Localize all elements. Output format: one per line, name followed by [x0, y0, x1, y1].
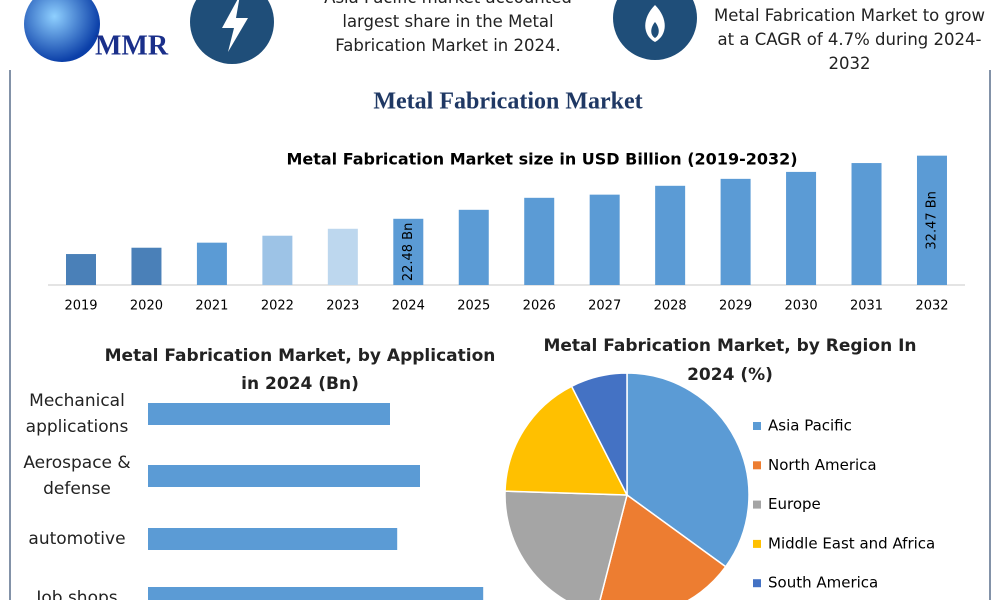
- logo-text: MMR: [95, 30, 169, 61]
- x-tick-label: 2031: [850, 299, 883, 314]
- bar: [720, 178, 751, 285]
- legend-label: Europe: [768, 495, 821, 513]
- bar: [655, 185, 686, 285]
- legend-swatch: [753, 539, 761, 548]
- bar: [327, 228, 358, 285]
- header-text: Asia Pacific market accounted largest sh…: [324, 0, 572, 55]
- x-tick-label: 2029: [719, 299, 752, 314]
- x-tick-label: 2025: [457, 299, 490, 314]
- x-tick-label: 2024: [392, 299, 425, 314]
- y-tick-label: Job shops: [36, 588, 118, 600]
- y-tick-label: Mechanical applications: [25, 391, 129, 437]
- bar: [524, 197, 555, 285]
- x-tick-label: 2021: [195, 299, 228, 314]
- value-label: 22.48 Bn: [401, 223, 416, 282]
- legend-label: Middle East and Africa: [768, 534, 935, 552]
- y-tick-label: automotive: [28, 529, 126, 549]
- bar: [393, 218, 424, 285]
- pie-slice: [599, 493, 727, 600]
- y-tick-label: Aerospace & defense: [23, 453, 131, 499]
- x-tick-label: 2020: [130, 299, 163, 314]
- x-tick-label: 2022: [261, 299, 294, 314]
- bar: [916, 155, 947, 285]
- x-tick-label: 2027: [588, 299, 621, 314]
- x-tick-label: 2023: [326, 299, 359, 314]
- x-tick-label: 2019: [64, 299, 97, 314]
- x-tick-label: 2026: [523, 299, 556, 314]
- bar: [148, 403, 390, 425]
- chart-title: Metal Fabrication Market size in USD Bil…: [286, 150, 797, 169]
- pie-slice: [504, 385, 629, 496]
- bar: [786, 171, 817, 285]
- legend-swatch: [753, 579, 761, 588]
- bar: [851, 163, 882, 285]
- bar: [262, 235, 293, 285]
- bar: [66, 254, 96, 285]
- legend-label: North America: [768, 456, 877, 474]
- pie-slice: [626, 372, 750, 568]
- legend-label: South America: [768, 574, 878, 592]
- bar: [148, 465, 420, 487]
- logo-globe: [24, 0, 100, 62]
- legend-swatch: [753, 422, 761, 430]
- x-tick-label: 2030: [785, 299, 818, 314]
- x-tick-label: 2032: [915, 299, 948, 314]
- x-tick-label: 2028: [654, 299, 687, 314]
- legend-swatch: [753, 500, 761, 509]
- bar: [589, 194, 620, 285]
- legend-label: Asia Pacific: [768, 417, 852, 435]
- chart-title: Metal Fabrication Market, by Region In 2…: [543, 336, 917, 385]
- pie-slice: [504, 490, 628, 600]
- chart-title: Metal Fabrication Market, by Application…: [104, 346, 496, 394]
- pie-slice: [570, 372, 628, 496]
- header-text: Metal Fabrication Market to grow at a CA…: [713, 6, 986, 73]
- bar: [458, 209, 489, 285]
- bar: [148, 528, 398, 550]
- value-label: 32.47 Bn: [924, 191, 939, 250]
- bar: [131, 247, 162, 285]
- legend-swatch: [753, 461, 761, 470]
- bar: [196, 242, 227, 285]
- bolt-icon: [222, 0, 248, 52]
- icon-circle: [190, 0, 274, 64]
- flame-icon: [651, 22, 659, 38]
- main-title: Metal Fabrication Market: [373, 89, 642, 115]
- bar: [148, 587, 484, 600]
